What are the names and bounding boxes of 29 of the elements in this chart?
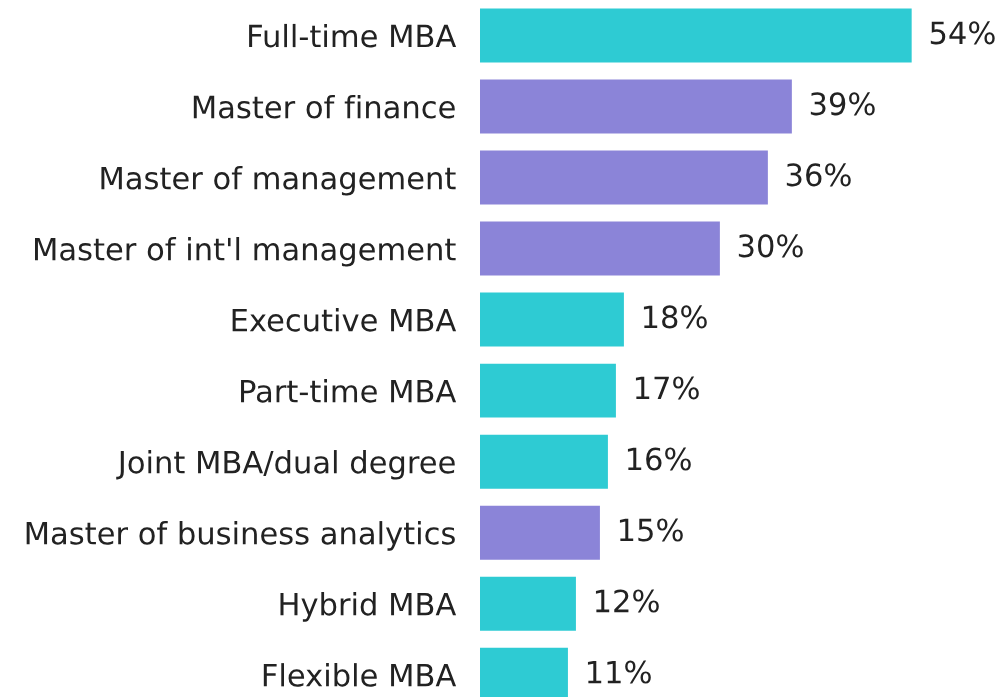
data-label: 54% [930,21,995,45]
bar [479,221,720,276]
bar [479,150,768,205]
y-tick-label: Master of int'l management [35,236,456,267]
y-tick-label: Full-time MBA [249,23,457,48]
y-tick-label: Flexible MBA [263,663,457,687]
data-label: 30% [738,234,803,258]
data-label: 15% [619,518,683,542]
bar [479,505,600,560]
data-label: 39% [810,92,875,116]
bar [479,434,608,489]
bar [479,79,792,134]
y-tick-label: Master of management [101,165,456,196]
bar [479,576,576,631]
y-tick-label: Executive MBA [232,308,457,332]
y-tick-label: Master of finance [193,94,455,119]
bar [479,8,912,63]
bar [479,363,616,418]
y-tick-label: Joint MBA/dual degree [116,450,455,480]
y-tick-label: Hybrid MBA [280,592,457,622]
data-label: 18% [643,305,707,329]
data-label: 16% [627,447,691,471]
y-tick-label: Part-time MBA [241,379,457,403]
data-label: 36% [786,163,851,187]
y-tick-label: Master of business analytics [26,521,455,551]
data-label: 11% [587,660,651,684]
data-label: 12% [595,589,659,613]
bar [479,292,624,347]
data-label: 17% [635,376,699,400]
